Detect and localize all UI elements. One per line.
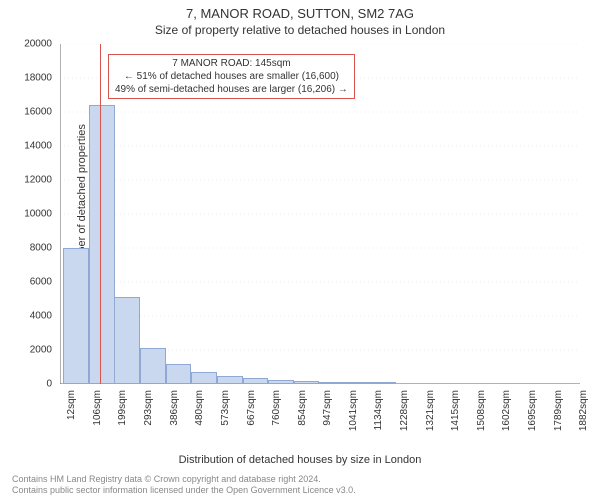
- x-axis-label: Distribution of detached houses by size …: [179, 454, 422, 466]
- annotation-box: 7 MANOR ROAD: 145sqm ← 51% of detached h…: [108, 54, 355, 99]
- x-tick-label: 293sqm: [143, 390, 154, 426]
- x-tick-label: 1228sqm: [399, 390, 410, 431]
- subject-property-marker: [100, 44, 101, 384]
- page-title-address: 7, MANOR ROAD, SUTTON, SM2 7AG: [0, 0, 600, 21]
- x-tick-label: 1041sqm: [348, 390, 359, 431]
- x-axis-ticks: 12sqm 106sqm 199sqm 293sqm 386sqm 480sqm 573sq…: [60, 384, 580, 444]
- annotation-line3: 49% of semi-detached houses are larger (…: [115, 83, 348, 96]
- x-tick-label: 12sqm: [66, 390, 77, 420]
- x-tick-label: 106sqm: [92, 390, 103, 426]
- y-tick-label: 14000: [24, 141, 52, 152]
- histogram-bar: [217, 376, 243, 385]
- annotation-line1: 7 MANOR ROAD: 145sqm: [115, 57, 348, 70]
- x-tick-label: 854sqm: [297, 390, 308, 426]
- histogram-plot: 7 MANOR ROAD: 145sqm ← 51% of detached h…: [60, 44, 580, 384]
- x-tick-label: 1134sqm: [373, 390, 384, 430]
- x-tick-label: 1508sqm: [476, 390, 487, 431]
- footer-attribution: Contains HM Land Registry data © Crown c…: [12, 474, 356, 497]
- histogram-bar: [140, 348, 166, 384]
- y-tick-label: 18000: [24, 73, 52, 84]
- x-tick-label: 1602sqm: [501, 390, 512, 431]
- y-tick-label: 4000: [30, 311, 52, 322]
- x-tick-label: 386sqm: [169, 390, 180, 426]
- y-tick-label: 12000: [24, 175, 52, 186]
- histogram-bar: [191, 372, 217, 384]
- y-tick-label: 2000: [30, 345, 52, 356]
- footer-line1: Contains HM Land Registry data © Crown c…: [12, 474, 356, 485]
- x-tick-label: 199sqm: [117, 390, 128, 426]
- y-tick-label: 8000: [30, 243, 52, 254]
- x-tick-label: 1695sqm: [527, 390, 538, 431]
- x-tick-label: 1882sqm: [578, 390, 589, 431]
- x-tick-label: 480sqm: [194, 390, 205, 426]
- y-tick-label: 10000: [24, 209, 52, 220]
- y-tick-label: 0: [46, 379, 52, 390]
- histogram-bar: [166, 364, 192, 384]
- histogram-bar: [114, 297, 140, 384]
- x-tick-label: 760sqm: [271, 390, 282, 426]
- x-tick-label: 573sqm: [220, 390, 231, 426]
- x-tick-label: 1321sqm: [425, 390, 436, 431]
- annotation-line2: ← 51% of detached houses are smaller (16…: [115, 70, 348, 83]
- y-tick-label: 6000: [30, 277, 52, 288]
- page-title-subtitle: Size of property relative to detached ho…: [0, 21, 600, 39]
- y-tick-label: 20000: [24, 39, 52, 50]
- x-tick-label: 1789sqm: [553, 390, 564, 431]
- x-tick-label: 947sqm: [322, 390, 333, 426]
- histogram-bar: [63, 248, 89, 384]
- x-tick-label: 1415sqm: [450, 390, 461, 431]
- x-tick-label: 667sqm: [246, 390, 257, 426]
- y-tick-label: 16000: [24, 107, 52, 118]
- footer-line2: Contains public sector information licen…: [12, 485, 356, 496]
- histogram-bar: [89, 105, 115, 384]
